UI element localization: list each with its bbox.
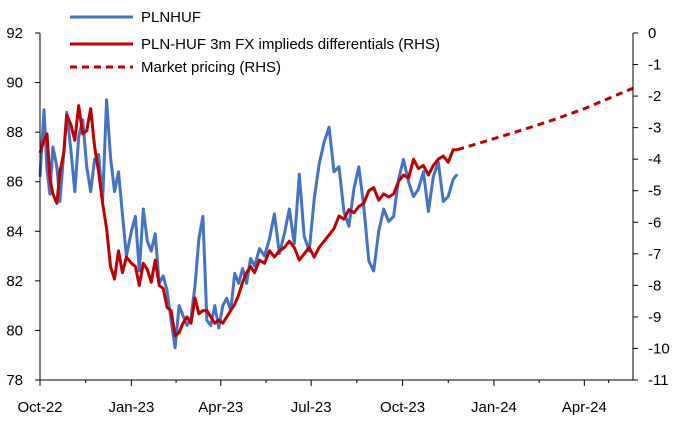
legend-label: Market pricing (RHS)	[141, 59, 281, 76]
right-tick-label: -1	[648, 57, 661, 74]
chart-axes	[39, 33, 634, 381]
left-tick-label: 82	[6, 273, 23, 290]
x-tick-label: Oct-22	[17, 399, 62, 416]
right-tick-label: -10	[648, 340, 670, 357]
x-tick-label: Apr-24	[562, 399, 607, 416]
left-tick-label: 86	[6, 174, 23, 191]
series-line-implieds-differentials	[38, 104, 458, 338]
left-tick-label: 84	[6, 223, 23, 240]
right-y-axis-ticks: -11-10-9-8-7-6-5-4-3-2-10	[633, 25, 670, 389]
left-tick-label: 88	[6, 124, 23, 141]
series-line-plnhuf	[38, 98, 459, 350]
chart-legend: PLNHUF PLN-HUF 3m FX implieds differentia…	[70, 9, 440, 76]
left-tick-label: 92	[6, 25, 23, 42]
right-tick-label: -5	[648, 183, 661, 200]
left-y-axis-ticks: 78 80 82 84 86 88 90 92	[6, 25, 40, 389]
x-tick-label: Apr-23	[198, 399, 243, 416]
x-tick-label: Jan-24	[471, 399, 517, 416]
right-tick-label: -7	[648, 246, 661, 263]
x-axis-ticks: Oct-22 Jan-23 Apr-23 Jul-23 Oct-23 Jan-24 Apr-…	[17, 380, 610, 416]
legend-label: PLN-HUF 3m FX implieds differentials (RH…	[141, 36, 440, 53]
plot-lines	[38, 86, 634, 350]
left-tick-label: 78	[6, 372, 23, 389]
right-tick-label: -11	[648, 372, 669, 389]
right-tick-label: 0	[648, 25, 656, 42]
series-line-market-pricing	[456, 86, 634, 152]
right-tick-label: -3	[648, 120, 661, 137]
x-tick-label: Jul-23	[291, 399, 332, 416]
left-tick-label: 80	[6, 322, 23, 339]
x-tick-label: Jan-23	[108, 399, 154, 416]
right-tick-label: -6	[648, 214, 661, 231]
left-tick-label: 90	[6, 75, 23, 92]
right-tick-label: -2	[648, 88, 661, 105]
legend-label: PLNHUF	[141, 9, 201, 26]
right-tick-label: -4	[648, 151, 661, 168]
right-tick-label: -8	[648, 277, 661, 294]
right-tick-label: -9	[648, 309, 661, 326]
x-tick-label: Oct-23	[380, 399, 425, 416]
